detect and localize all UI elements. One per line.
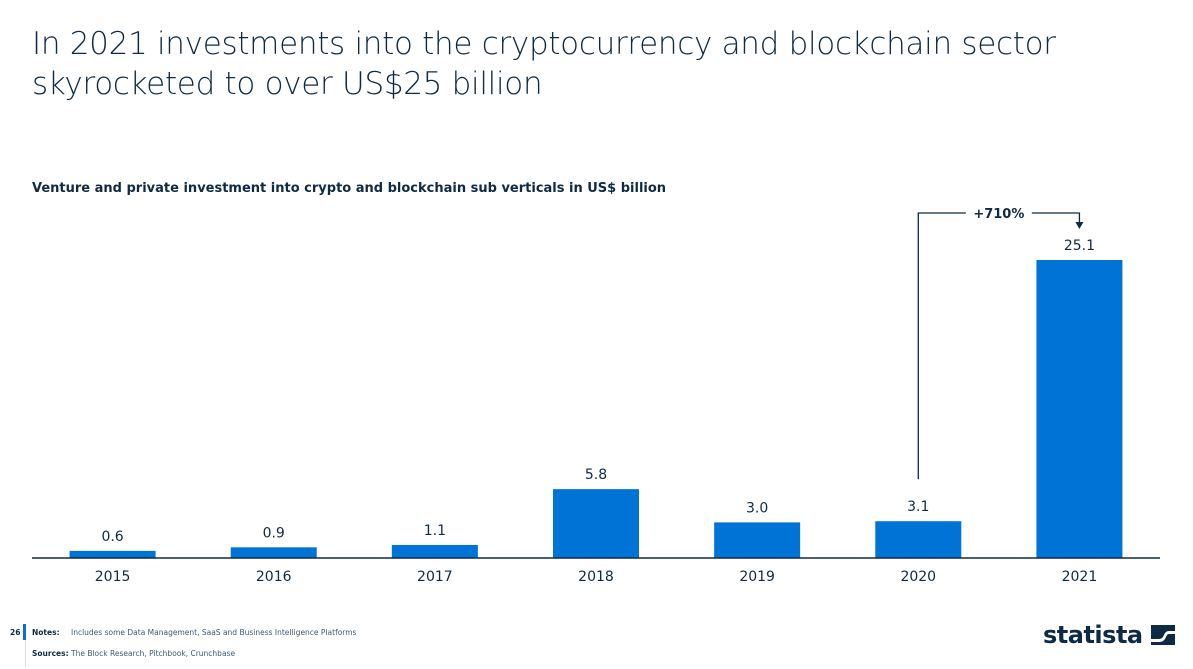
x-tick-2021: 2021 <box>1062 569 1098 585</box>
data-label-2021: 25.1 <box>1064 238 1095 254</box>
logo-text: statista <box>1043 621 1143 649</box>
bar-2017 <box>391 544 478 558</box>
annotation-line-left <box>917 212 966 480</box>
x-tick-2017: 2017 <box>417 569 453 585</box>
data-label-2016: 0.9 <box>263 525 285 541</box>
data-label-2017: 1.1 <box>424 523 446 539</box>
statista-logo-icon <box>1150 625 1175 645</box>
x-tick-2018: 2018 <box>578 569 614 585</box>
page-title: In 2021 investments into the cryptocurre… <box>32 26 1056 102</box>
x-tick-2019: 2019 <box>739 569 775 585</box>
x-tick-2015: 2015 <box>95 569 131 585</box>
bar-2021 <box>1036 260 1123 558</box>
annotation-growth-label: +710% <box>973 207 1024 222</box>
bar-2019 <box>714 522 801 558</box>
data-label-2020: 3.1 <box>907 499 929 515</box>
bar-2020 <box>875 521 962 558</box>
data-label-2019: 3.0 <box>746 500 768 516</box>
annotation-line-right <box>1031 212 1081 223</box>
sources-label: Sources: <box>32 649 69 658</box>
notes-label: Notes: <box>32 628 60 637</box>
notes-text: Includes some Data Management, SaaS and … <box>71 628 357 637</box>
statista-logo: statista <box>1043 621 1175 649</box>
annotation-arrow-icon <box>1075 222 1084 229</box>
page-number: 26 <box>10 628 21 637</box>
footer-divider <box>25 640 26 666</box>
bar-2018 <box>553 489 639 558</box>
x-tick-2020: 2020 <box>900 569 936 585</box>
bar-2016 <box>230 547 317 558</box>
x-tick-2016: 2016 <box>256 569 292 585</box>
data-label-2018: 5.8 <box>585 467 607 483</box>
footer-accent-bar <box>23 624 26 640</box>
chart-subtitle: Venture and private investment into cryp… <box>32 181 667 196</box>
bar-2015 <box>69 550 156 558</box>
sources-text: The Block Research, Pitchbook, Crunchbas… <box>71 649 236 658</box>
data-label-2015: 0.6 <box>101 529 123 545</box>
